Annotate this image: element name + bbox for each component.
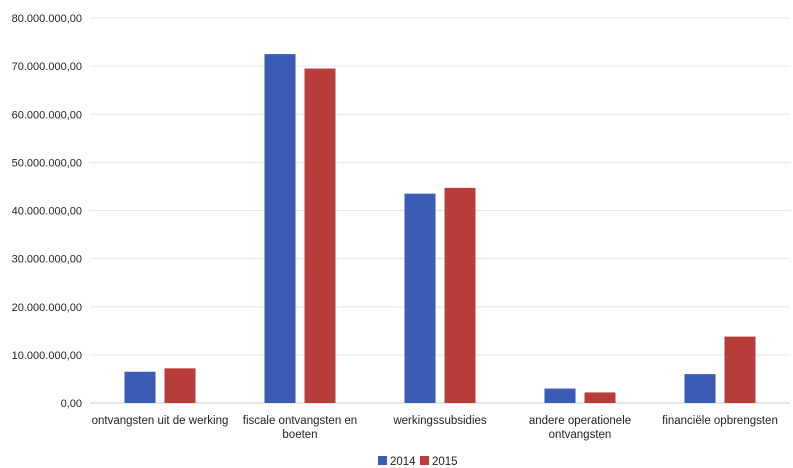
category-label: fiscale ontvangsten en boeten [243, 415, 357, 441]
y-tick-label: 50.000.000,00 [12, 157, 82, 169]
y-tick-label: 20.000.000,00 [12, 302, 82, 314]
y-tick-label: 70.000.000,00 [12, 61, 82, 73]
y-tick-label: 30.000.000,00 [12, 254, 82, 266]
bar-2015-4 [584, 392, 616, 403]
legend-swatch-2014 [378, 456, 387, 465]
bar-2014-3 [404, 193, 436, 403]
legend-swatch-2015 [420, 456, 429, 465]
y-tick-label: 60.000.000,00 [12, 109, 82, 121]
bars [124, 54, 756, 403]
bar-2014-4 [544, 388, 576, 403]
bar-2014-5 [684, 374, 716, 403]
bar-2015-5 [724, 336, 756, 403]
gridlines [90, 17, 790, 404]
y-axis-tick-labels: 0,00 10.000.000,00 20.000.000,00 30.000.000… [12, 13, 82, 410]
legend-label-2014: 2014 [390, 456, 416, 468]
bar-2014-1 [124, 371, 156, 403]
y-tick-label: 40.000.000,00 [12, 206, 82, 218]
category-label: andere operationele ontvangsten [529, 415, 631, 441]
category-label: werkingssubsidies [392, 415, 487, 427]
category-label: financiële opbrengsten [662, 415, 778, 427]
y-tick-label: 80.000.000,00 [12, 13, 82, 25]
category-label: ontvangsten uit de werking [92, 415, 229, 427]
category-labels: ontvangsten uit de werking fiscale ontvan… [92, 415, 778, 441]
y-tick-label: 10.000.000,00 [12, 350, 82, 362]
bar-2015-1 [164, 368, 196, 403]
y-tick-label: 0,00 [61, 398, 82, 410]
bar-2014-2 [264, 54, 296, 403]
bar-2015-2 [304, 68, 336, 403]
legend: 2014 2015 [378, 456, 458, 468]
bar-2015-3 [444, 187, 476, 403]
legend-label-2015: 2015 [432, 456, 458, 468]
